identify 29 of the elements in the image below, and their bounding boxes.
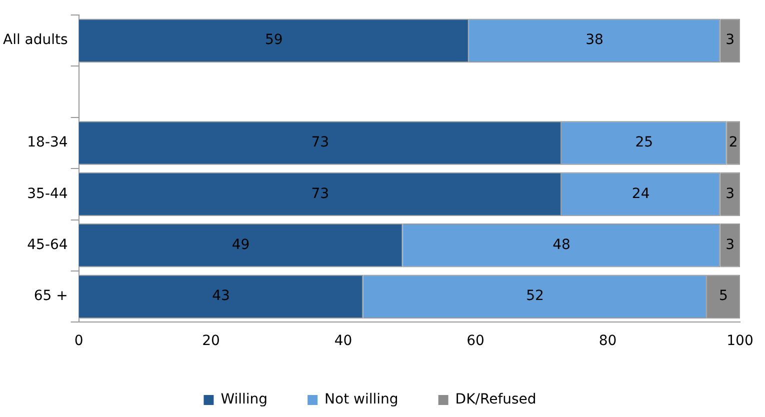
y-tick-label: 45-64 bbox=[27, 237, 68, 254]
data-label: 3 bbox=[726, 237, 735, 254]
x-tick-label: 20 bbox=[202, 333, 220, 350]
data-label: 24 bbox=[632, 186, 650, 202]
data-label: 43 bbox=[212, 288, 230, 304]
y-tick-label: 65 + bbox=[34, 288, 68, 304]
data-label: 5 bbox=[719, 288, 728, 304]
data-label: 38 bbox=[586, 32, 604, 48]
x-tick-label: 100 bbox=[726, 333, 754, 350]
legend-label: DK/Refused bbox=[455, 392, 536, 408]
y-tick-label: All adults bbox=[2, 32, 68, 48]
data-label: 52 bbox=[526, 288, 544, 304]
data-label: 3 bbox=[726, 186, 735, 202]
x-tick-label: 60 bbox=[466, 333, 484, 350]
data-label: 49 bbox=[232, 237, 250, 254]
x-tick-label: 80 bbox=[598, 333, 617, 350]
data-label: 25 bbox=[635, 134, 654, 151]
data-label: 59 bbox=[264, 32, 283, 48]
data-label: 73 bbox=[311, 186, 330, 202]
data-label: 73 bbox=[311, 134, 330, 151]
legend-label: Not willing bbox=[324, 392, 398, 408]
x-tick-label: 0 bbox=[74, 333, 84, 350]
y-tick-label: 35-44 bbox=[27, 186, 68, 202]
data-label: 2 bbox=[728, 134, 738, 151]
legend-label: Willing bbox=[220, 392, 268, 408]
x-tick-label: 40 bbox=[334, 333, 352, 350]
data-label: 48 bbox=[552, 237, 570, 254]
data-label: 3 bbox=[726, 32, 735, 48]
y-tick-label: 18-34 bbox=[27, 134, 68, 151]
